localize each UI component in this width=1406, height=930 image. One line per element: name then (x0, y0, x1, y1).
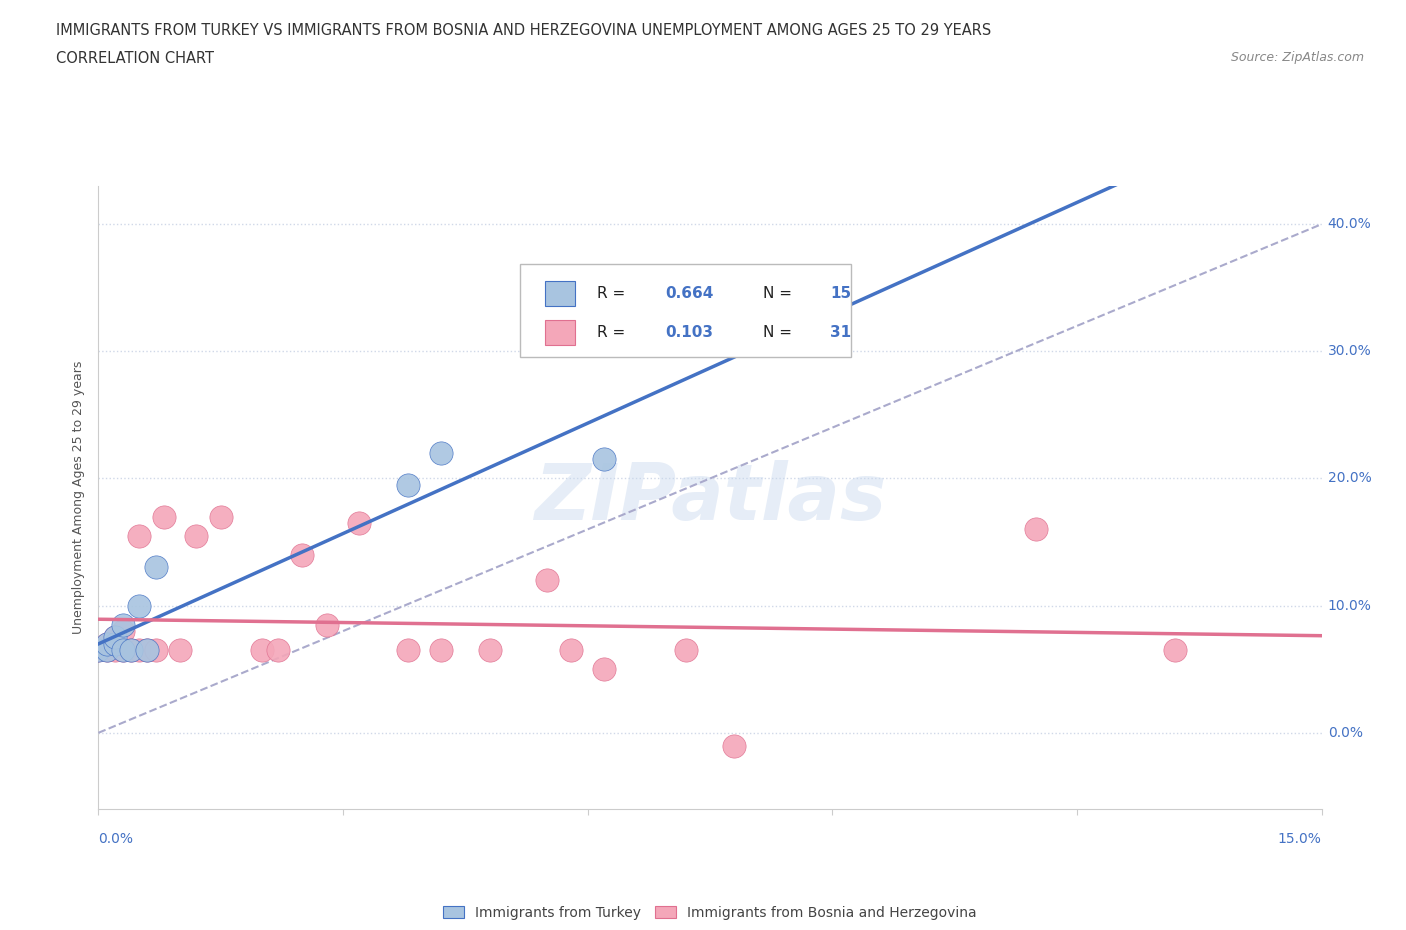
Point (478, 643, 501, 658)
Point (267, 643, 290, 658)
Point (104, 630, 127, 644)
FancyBboxPatch shape (520, 264, 851, 357)
Point (593, 662, 616, 677)
Point (104, 630, 127, 644)
Point (104, 643, 127, 658)
Text: N =: N = (762, 325, 792, 340)
Point (756, 331, 779, 346)
Text: R =: R = (598, 286, 626, 300)
Text: 15.0%: 15.0% (1278, 832, 1322, 846)
Text: 31: 31 (830, 325, 851, 340)
Point (593, 452, 616, 467)
Text: 0.0%: 0.0% (1327, 725, 1362, 739)
Point (209, 510, 232, 525)
Text: CORRELATION CHART: CORRELATION CHART (56, 51, 214, 66)
Text: 0.0%: 0.0% (98, 832, 134, 846)
Point (675, 643, 697, 658)
Point (169, 643, 191, 658)
Point (430, 643, 453, 658)
Point (145, 560, 167, 575)
Point (186, 528, 208, 543)
Text: R =: R = (598, 325, 626, 340)
Point (111, 618, 134, 632)
Text: N =: N = (762, 286, 792, 300)
Point (349, 515, 371, 530)
Point (152, 510, 174, 525)
Text: 0.664: 0.664 (665, 286, 713, 300)
Point (111, 643, 134, 658)
Point (96, 643, 118, 658)
Point (87, 643, 110, 658)
Point (96, 636, 118, 651)
Point (111, 624, 134, 639)
Point (1025, 522, 1047, 537)
Point (104, 636, 127, 651)
Text: IMMIGRANTS FROM TURKEY VS IMMIGRANTS FROM BOSNIA AND HERZEGOVINA UNEMPLOYMENT AM: IMMIGRANTS FROM TURKEY VS IMMIGRANTS FRO… (56, 23, 991, 38)
Text: ZIPatlas: ZIPatlas (534, 459, 886, 536)
Text: 40.0%: 40.0% (1327, 217, 1371, 232)
Point (96, 643, 118, 658)
Point (120, 643, 142, 658)
Text: 20.0%: 20.0% (1327, 472, 1371, 485)
Point (250, 643, 273, 658)
Point (128, 598, 150, 613)
Y-axis label: Unemployment Among Ages 25 to 29 years: Unemployment Among Ages 25 to 29 years (72, 361, 86, 634)
Point (560, 643, 582, 658)
Text: Source: ZipAtlas.com: Source: ZipAtlas.com (1230, 51, 1364, 64)
Text: 30.0%: 30.0% (1327, 344, 1371, 358)
Point (396, 477, 419, 492)
Text: 10.0%: 10.0% (1327, 599, 1372, 613)
Text: 0.103: 0.103 (665, 325, 713, 340)
Text: 15: 15 (830, 286, 851, 300)
Legend: Immigrants from Turkey, Immigrants from Bosnia and Herzegovina: Immigrants from Turkey, Immigrants from … (436, 899, 984, 927)
Point (145, 643, 167, 658)
FancyBboxPatch shape (546, 320, 575, 345)
Point (723, 738, 745, 753)
Point (291, 548, 314, 563)
FancyBboxPatch shape (546, 281, 575, 306)
Point (128, 643, 150, 658)
Point (430, 445, 453, 460)
Point (136, 643, 159, 658)
Point (120, 643, 142, 658)
Point (96, 636, 118, 651)
Point (536, 573, 558, 588)
Point (111, 643, 134, 658)
Point (315, 618, 337, 632)
Point (128, 528, 150, 543)
Point (396, 643, 419, 658)
Point (87, 643, 110, 658)
Point (1164, 643, 1187, 658)
Point (136, 643, 159, 658)
